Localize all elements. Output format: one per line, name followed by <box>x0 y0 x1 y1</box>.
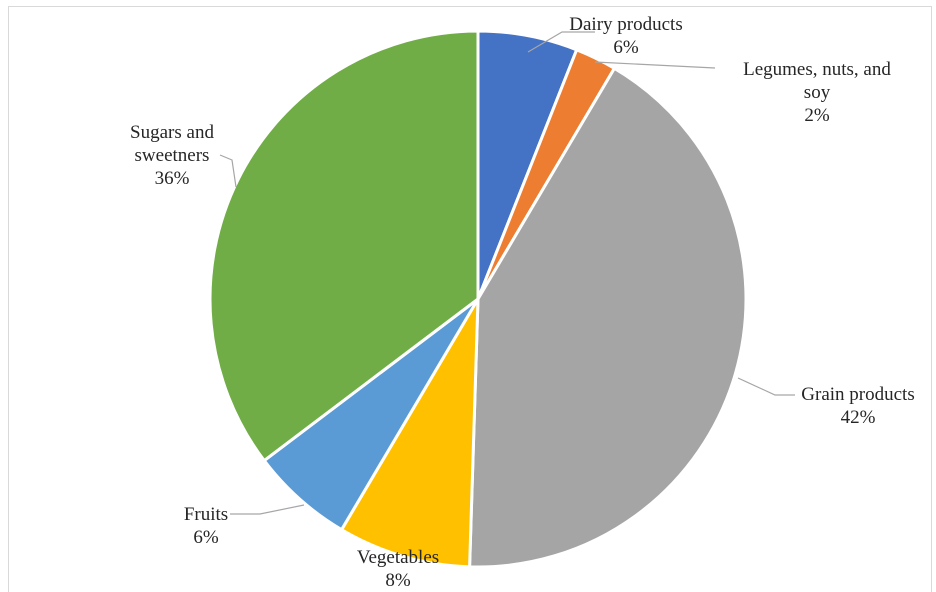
data-label-legumes-pct: 2% <box>804 105 830 126</box>
data-label-fruits-pct: 6% <box>193 527 219 548</box>
data-label-legumes-name-line2: soy <box>804 82 831 103</box>
data-label-dairy-name: Dairy products <box>569 14 682 35</box>
data-label-vegetables-pct: 8% <box>385 570 411 591</box>
pie-slice-vegetables <box>339 298 480 569</box>
leader-line-fruits <box>230 504 305 515</box>
pie-slice-grain-products <box>468 66 748 569</box>
data-label-grain-pct: 42% <box>841 407 876 428</box>
leader-line-legumes <box>594 61 716 69</box>
leader-line-grain <box>737 377 795 396</box>
leader-line-dairy <box>527 31 595 53</box>
pie-slices <box>208 29 748 569</box>
data-label-vegetables-name: Vegetables <box>357 547 439 568</box>
data-label-sugars-name-line1: Sugars and <box>130 122 214 143</box>
data-label-legumes-name-line1: Legumes, nuts, and <box>743 59 891 80</box>
data-label-dairy-pct: 6% <box>613 37 639 58</box>
data-label-fruits-name: Fruits <box>184 504 228 525</box>
pie-slice-sugars-and-sweetners <box>208 29 480 463</box>
leader-line-sugars <box>219 154 237 188</box>
data-label-sugars-pct: 36% <box>155 168 190 189</box>
data-label-sugars-name-line2: sweetners <box>135 145 210 166</box>
data-label-grain-name: Grain products <box>801 384 914 405</box>
